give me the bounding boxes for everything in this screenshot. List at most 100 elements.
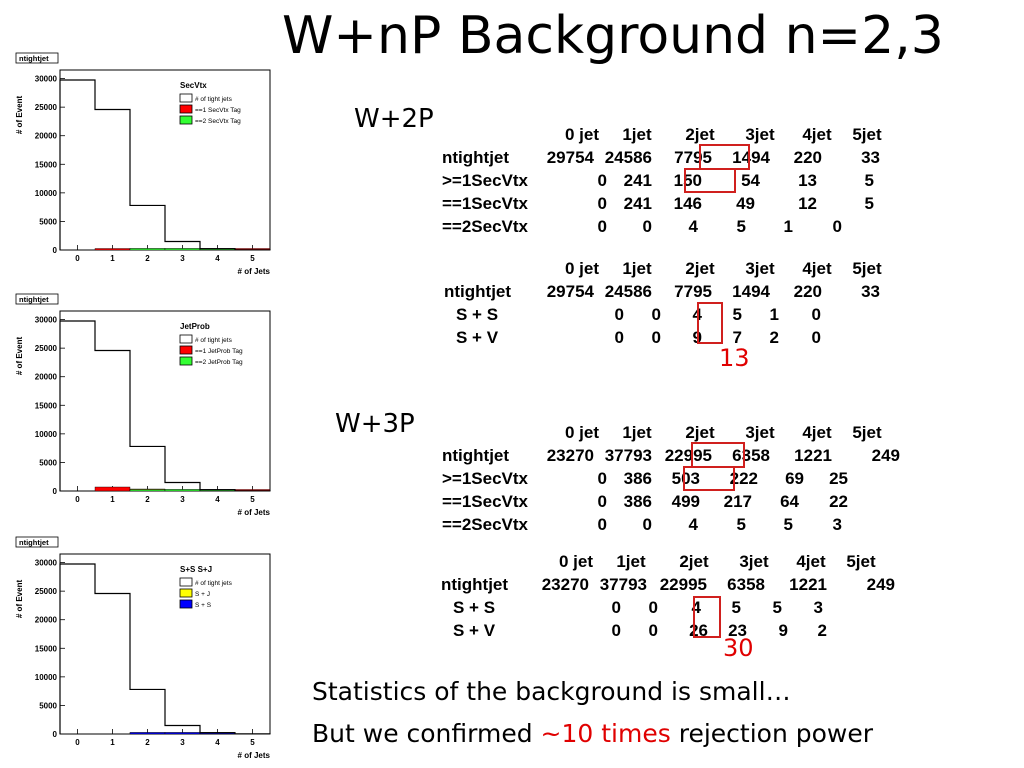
table-row: S + V 0 0 26 23 9 2 [441, 619, 981, 642]
hist-tag-box [15, 293, 59, 305]
table-cell: 25 [829, 469, 848, 488]
y-tick-label: 15000 [35, 401, 58, 410]
legend-entry: # of tight jets [195, 580, 233, 587]
table-cell: 249 [866, 575, 895, 594]
x-tick-label: 1 [110, 495, 115, 504]
column-header: 3jet [745, 423, 775, 442]
column-header: 2jet [685, 125, 715, 144]
legend-entry: ==2 SecVtx Tag [195, 118, 241, 125]
table-row: ntightjet 23270 37793 22995 6358 1221 24… [442, 444, 982, 467]
column-header: 1jet [616, 552, 646, 571]
x-tick-label: 5 [250, 738, 255, 747]
table-cell: 23270 [546, 446, 594, 465]
column-header: 5jet [852, 125, 882, 144]
row-label: ntightjet [442, 446, 510, 465]
y-tick-label: 10000 [35, 430, 58, 439]
table-cell: 37793 [604, 446, 652, 465]
w3p-sum-note: 30 [723, 634, 754, 662]
table-cell: 0 [597, 515, 607, 534]
table-header-row: 0 jet 1jet 2jet 3jet 4jet 5jet [444, 257, 964, 280]
y-tick-label: 5000 [39, 458, 57, 467]
w3p-secvtx-table: 0 jet 1jet 2jet 3jet 4jet 5jet ntightjet… [442, 421, 982, 536]
table-header-row: 0 jet 1jet 2jet 3jet 4jet 5jet [441, 550, 981, 573]
row-label: S + S [453, 598, 496, 617]
legend-swatch [179, 577, 193, 587]
hist-tag-label: ntightjet [19, 295, 49, 304]
table-cell: 6358 [732, 446, 770, 465]
hist-tag-box [15, 52, 59, 64]
table-cell: 22 [829, 492, 848, 511]
table-cell: 29754 [546, 282, 594, 301]
table-cell: 23 [728, 621, 747, 640]
legend-title: S+S S+J [180, 565, 212, 574]
highlight-box [691, 442, 745, 468]
row-label: ntightjet [444, 282, 512, 301]
legend-swatch [179, 115, 193, 125]
footer-line-1: Statistics of the background is small… [312, 677, 791, 706]
table-row: ntightjet 23270 37793 22995 6358 1221 24… [441, 573, 981, 596]
column-header: 1jet [622, 259, 652, 278]
jetprob-chart-svg: ntightjet 0 5000 10000 15000 20000 25000 30000 0… [15, 293, 271, 517]
legend-entry: ==1 SecVtx Tag [195, 107, 241, 114]
table-row: ntightjet 29754 24586 7795 1494 220 33 [444, 280, 964, 303]
x-tick-label: 1 [110, 254, 115, 263]
table-cell: 1 [769, 305, 779, 324]
x-tick-label: 2 [145, 254, 150, 263]
table-cell: 0 [811, 328, 821, 347]
table-cell: 37793 [599, 575, 647, 594]
legend-swatch [179, 356, 193, 366]
column-header: 3jet [745, 259, 775, 278]
table-cell: 29754 [546, 148, 594, 167]
y-tick-label: 25000 [35, 344, 58, 353]
column-header: 0 jet [564, 423, 600, 442]
column-header: 4jet [802, 125, 832, 144]
column-header: 4jet [802, 423, 832, 442]
table-cell: 5 [864, 171, 874, 190]
x-axis-label: # of Jets [238, 267, 271, 276]
table-cell: 2 [817, 621, 827, 640]
legend-swatch [179, 104, 193, 114]
hist-tag-label: ntightjet [19, 54, 49, 63]
w2p-combination-table: 0 jet 1jet 2jet 3jet 4jet 5jet ntightjet… [444, 257, 964, 349]
w3p-combination-table: 0 jet 1jet 2jet 3jet 4jet 5jet ntightjet… [441, 550, 981, 642]
histogram-step-line [59, 563, 271, 735]
secvtx-histogram: ntightjet 0 5000 10000 15000 20000 25000 30000 0… [14, 52, 276, 280]
legend-swatch [179, 93, 193, 103]
tag-bar [94, 248, 131, 251]
table-cell: 0 [642, 217, 652, 236]
table-cell: 23270 [541, 575, 589, 594]
row-label: >=1SecVtx [442, 469, 529, 488]
table-cell: 150 [673, 171, 702, 190]
table-cell: 2 [769, 328, 779, 347]
table-cell: 0 [832, 217, 842, 236]
x-tick-label: 2 [145, 738, 150, 747]
footer-line-2-post: rejection power [670, 719, 873, 748]
x-tick-label: 0 [75, 495, 80, 504]
y-tick-label: 30000 [35, 75, 58, 84]
table-cell: 4 [688, 515, 698, 534]
legend-swatch [179, 588, 193, 598]
table-cell: 0 [648, 598, 658, 617]
histogram-step-line [59, 320, 271, 492]
row-label: ntightjet [442, 148, 510, 167]
table-cell: 6358 [727, 575, 765, 594]
table-cell: 12 [798, 194, 817, 213]
tag-bar [94, 486, 131, 492]
y-tick-label: 20000 [35, 373, 58, 382]
histogram-step-line [59, 79, 271, 251]
column-header: 2jet [679, 552, 709, 571]
table-cell: 1221 [794, 446, 832, 465]
page-title: W+nP Background n=2,3 [282, 6, 944, 66]
y-tick-label: 30000 [35, 316, 58, 325]
table-cell: 0 [614, 328, 624, 347]
legend-title: JetProb [180, 322, 210, 331]
legend-entry: S + S [195, 602, 212, 609]
table-cell: 0 [597, 492, 607, 511]
column-header: 5jet [846, 552, 876, 571]
table-cell: 0 [614, 305, 624, 324]
table-cell: 0 [642, 515, 652, 534]
x-tick-label: 4 [215, 254, 220, 263]
footer-line-2-pre: But we confirmed [312, 719, 541, 748]
legend-title: SecVtx [180, 81, 207, 90]
table-cell: 5 [732, 305, 742, 324]
